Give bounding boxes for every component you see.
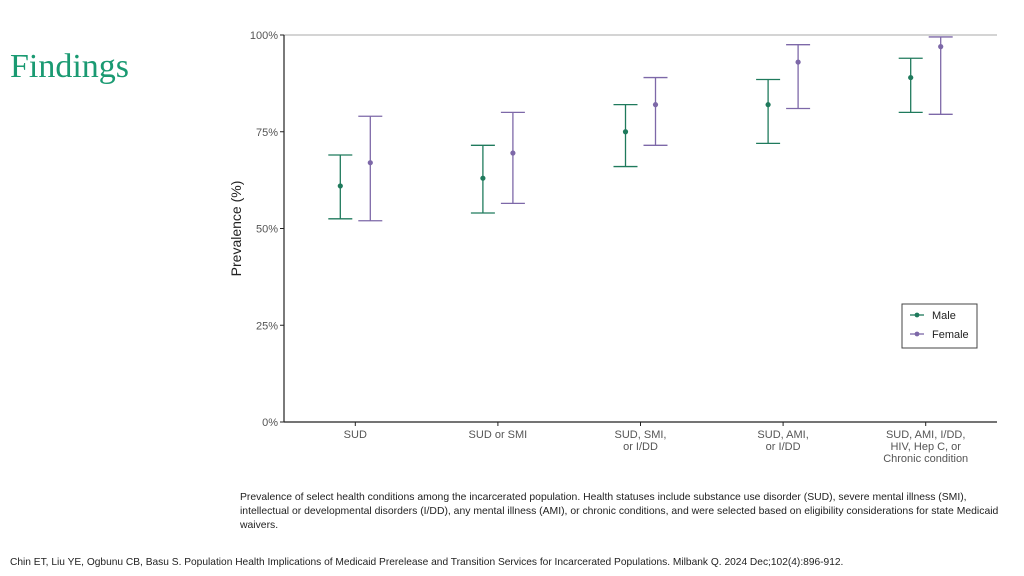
x-tick-label: SUD — [344, 429, 367, 441]
y-tick-label: 25% — [256, 320, 278, 332]
citation: Chin ET, Liu YE, Ogbunu CB, Basu S. Popu… — [10, 557, 844, 568]
legend-swatch-point — [914, 312, 920, 318]
legend-box — [901, 303, 978, 349]
y-tick-label: 100% — [250, 30, 278, 42]
slide-title: Findings — [10, 48, 130, 85]
chart-legend: Male Female — [901, 303, 978, 349]
series-male — [328, 57, 923, 220]
data-point — [765, 102, 771, 108]
prevalence-chart: 0% 25% 50% 75% 100% Prevalence (%) SUD SUD or S… — [228, 30, 997, 465]
legend-swatch-point — [914, 331, 920, 337]
data-point — [337, 183, 343, 189]
x-tick-label: SUD, SMI, or I/DD — [615, 429, 667, 453]
data-point — [938, 44, 944, 50]
data-point — [622, 129, 629, 135]
y-tick-label: 0% — [262, 417, 278, 429]
x-tick-label: SUD, AMI, I/DD, HIV, Hep C, or Chronic con… — [883, 429, 968, 465]
chart-caption: Prevalence of select health conditions a… — [240, 492, 999, 531]
chart-marks — [328, 36, 953, 222]
legend-label: Female — [932, 329, 969, 341]
data-point — [795, 59, 801, 65]
x-tick-label: SUD, AMI, or I/DD — [757, 429, 808, 453]
y-tick-label: 50% — [256, 224, 278, 236]
legend-label: Male — [932, 310, 956, 322]
data-point — [652, 102, 659, 108]
data-point — [510, 150, 516, 156]
data-point — [908, 74, 914, 81]
series-female — [358, 36, 953, 222]
y-tick-label: 75% — [256, 127, 278, 139]
chart-axes: 0% 25% 50% 75% 100% Prevalence (%) SUD SUD or S… — [228, 30, 997, 465]
data-point — [367, 160, 373, 166]
data-point — [480, 175, 486, 181]
y-axis-label: Prevalence (%) — [228, 181, 244, 277]
x-tick-label: SUD or SMI — [469, 429, 528, 441]
